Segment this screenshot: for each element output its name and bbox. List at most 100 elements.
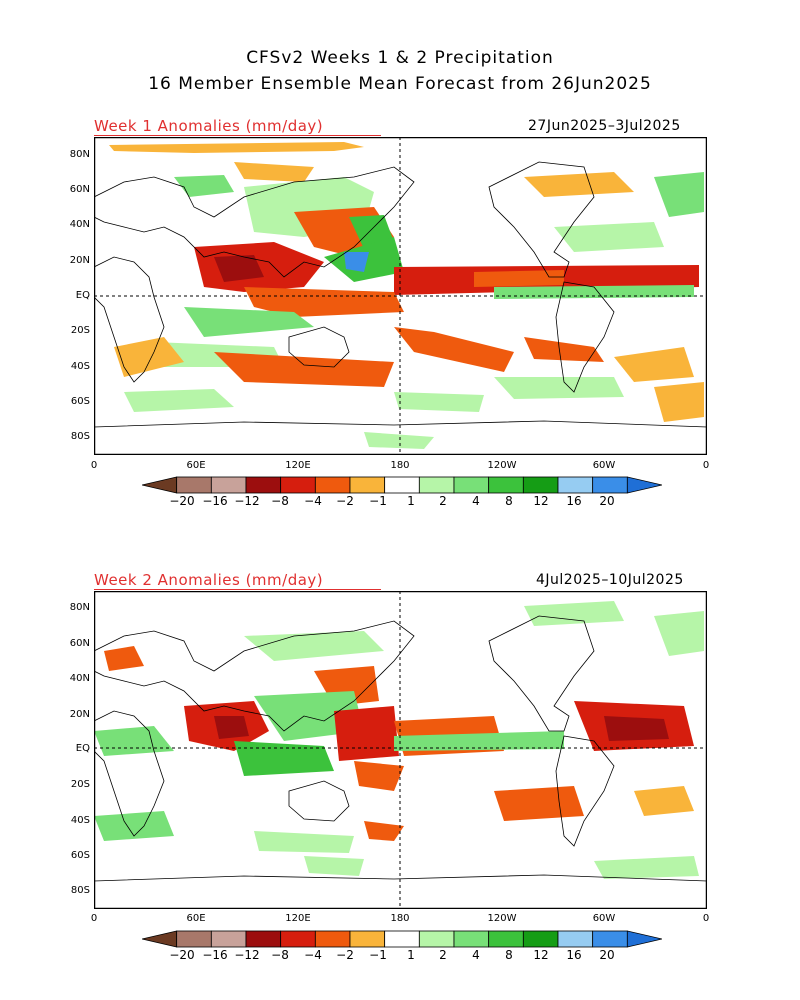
cb2-label: −4 <box>304 948 322 962</box>
colorbar-swatch <box>176 930 212 948</box>
week2-lat-80n: 80N <box>69 602 90 613</box>
week1-lat-40n: 40N <box>69 219 90 230</box>
colorbar-swatch <box>314 476 351 494</box>
week2-lat-eq: EQ <box>75 743 90 754</box>
cb2-label: 4 <box>472 948 480 962</box>
cb1-label: −2 <box>336 494 354 508</box>
week1-lat-20n: 20N <box>69 255 90 266</box>
cb2-label: 1 <box>407 948 415 962</box>
week2-lat-20n: 20N <box>69 709 90 720</box>
colorbar-swatch <box>522 930 559 948</box>
colorbar-swatch <box>245 476 282 494</box>
week2-label-underline <box>94 589 381 590</box>
week1-colorbar <box>142 476 662 494</box>
colorbar-swatch <box>384 476 420 494</box>
colorbar-swatch <box>488 476 524 494</box>
week2-lon-60e: 60E <box>186 913 206 924</box>
colorbar-swatch <box>176 476 212 494</box>
week1-lon-120e: 120E <box>285 460 311 471</box>
colorbar-swatch <box>626 476 662 494</box>
week1-lat-20s: 20S <box>70 325 90 336</box>
colorbar-swatch <box>142 930 178 948</box>
colorbar-swatch <box>453 476 490 494</box>
week1-dates: 27Jun2025–3Jul2025 <box>528 118 681 134</box>
colorbar-swatch <box>142 476 178 494</box>
cb1-label: −1 <box>369 494 387 508</box>
colorbar-swatch <box>418 930 455 948</box>
cb1-label: 2 <box>439 494 447 508</box>
week2-lat-40n: 40N <box>69 673 90 684</box>
week2-colorbar <box>142 930 662 948</box>
week1-lon-60e: 60E <box>186 460 206 471</box>
colorbar-swatch <box>557 930 594 948</box>
week2-lat-60s: 60S <box>70 850 90 861</box>
cb1-label: 8 <box>505 494 513 508</box>
week1-lon-0-right: 0 <box>702 460 710 471</box>
week1-map <box>94 137 707 455</box>
week2-lon-180: 180 <box>390 913 410 924</box>
cb2-label: 20 <box>599 948 615 962</box>
cb2-label: −2 <box>336 948 354 962</box>
colorbar-swatch <box>557 476 594 494</box>
cb1-label: 20 <box>599 494 615 508</box>
week2-lat-20s: 20S <box>70 779 90 790</box>
cb1-label: 16 <box>566 494 582 508</box>
colorbar-swatch <box>349 476 386 494</box>
cb2-label: −20 <box>169 948 195 962</box>
colorbar-swatch <box>210 476 247 494</box>
colorbar-swatch <box>210 930 247 948</box>
cb2-label: −1 <box>369 948 387 962</box>
week1-label-underline <box>94 135 381 136</box>
week2-lon-120e: 120E <box>285 913 311 924</box>
colorbar-swatch <box>522 476 559 494</box>
week1-lat-40s: 40S <box>70 361 90 372</box>
week2-lat-40s: 40S <box>70 815 90 826</box>
week1-lat-eq: EQ <box>75 290 90 301</box>
cb1-label: −20 <box>169 494 195 508</box>
colorbar-swatch <box>626 930 662 948</box>
cb1-label: 12 <box>533 494 549 508</box>
week2-lat-60n: 60N <box>69 638 90 649</box>
cb2-label: 2 <box>439 948 447 962</box>
week2-lon-0-right: 0 <box>702 913 710 924</box>
colorbar-swatch <box>592 476 628 494</box>
week1-lon-180: 180 <box>390 460 410 471</box>
week2-lon-0: 0 <box>90 913 98 924</box>
week1-lon-60w: 60W <box>592 460 616 471</box>
week2-lat-80s: 80S <box>70 885 90 896</box>
chart-title: CFSv2 Weeks 1 & 2 Precipitation <box>246 48 554 68</box>
week1-coastlines <box>94 161 707 428</box>
colorbar-swatch <box>592 930 628 948</box>
colorbar-swatch <box>349 930 386 948</box>
cb2-label: 12 <box>533 948 549 962</box>
colorbar-swatch <box>280 930 316 948</box>
chart-subtitle: 16 Member Ensemble Mean Forecast from 26… <box>148 74 652 94</box>
colorbar-swatch <box>384 930 420 948</box>
colorbar-swatch <box>488 930 524 948</box>
cb1-label: 4 <box>472 494 480 508</box>
week1-lat-60s: 60S <box>70 396 90 407</box>
week1-lon-120w: 120W <box>487 460 517 471</box>
colorbar-swatch <box>453 930 490 948</box>
week1-lat-60n: 60N <box>69 184 90 195</box>
cb1-label: 1 <box>407 494 415 508</box>
colorbar-swatch <box>314 930 351 948</box>
week1-lat-80s: 80S <box>70 431 90 442</box>
cb1-label: −4 <box>304 494 322 508</box>
week2-map <box>94 591 707 909</box>
week2-dates: 4Jul2025–10Jul2025 <box>536 572 684 588</box>
week1-label: Week 1 Anomalies (mm/day) <box>94 117 324 135</box>
cb2-label: −12 <box>234 948 260 962</box>
cb2-label: 8 <box>505 948 513 962</box>
cb2-label: 16 <box>566 948 582 962</box>
cb1-label: −12 <box>234 494 260 508</box>
week2-lon-60w: 60W <box>592 913 616 924</box>
cb1-label: −16 <box>202 494 228 508</box>
cb1-label: −8 <box>271 494 289 508</box>
week1-lon-0: 0 <box>90 460 98 471</box>
cb2-label: −8 <box>271 948 289 962</box>
colorbar-swatch <box>280 476 316 494</box>
week1-lat-80n: 80N <box>69 149 90 160</box>
week2-lon-120w: 120W <box>487 913 517 924</box>
week2-label: Week 2 Anomalies (mm/day) <box>94 571 324 589</box>
